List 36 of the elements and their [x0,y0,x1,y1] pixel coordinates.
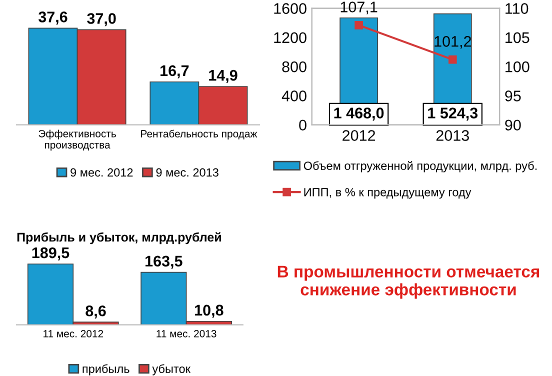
y2-tick-label: 110 [506,3,528,14]
chart-title: Прибыль и убыток, млрд.рублей [17,232,221,244]
data-label: 1 524,3 [428,108,478,121]
data-label: 37,6 [38,12,68,25]
data-label: 16,7 [160,65,189,78]
x-tick-label: 2013 [436,130,469,141]
data-label: 189,5 [32,247,70,260]
legend-label: 9 мес. 2012 [70,168,133,177]
data-label: 163,5 [146,256,182,269]
data-label: 101,2 [434,36,471,49]
legend-label: ИПП, в % к предыдущему году [304,188,472,199]
x-tick-label: 11 мес. 2012 [44,330,104,338]
data-label: 1 468,0 [334,108,384,121]
legend-label: прибыль [82,364,130,376]
y-tick-label: 800 [282,61,306,72]
data-label: 8,6 [86,305,106,319]
legend-label: Объем отгруженной продукции, млрд. руб. [304,161,537,172]
data-label: 107,1 [340,2,378,14]
y2-tick-label: 95 [505,90,521,102]
legend-label: 9 мес. 2013 [156,168,218,177]
x-tick-label: Эффективность производства [38,130,116,151]
x-tick-label: 2012 [342,130,376,141]
y2-tick-label: 105 [506,32,530,44]
y-tick-label: 400 [282,90,306,102]
data-label: 10,8 [195,304,224,318]
legend-label: убыток [152,364,191,376]
y-tick-label: 1200 [274,32,306,44]
data-label: 37,0 [87,13,116,26]
y2-tick-label: 100 [506,61,530,72]
y-tick-label: 1600 [274,3,306,14]
y2-tick-label: 90 [505,120,521,131]
y-tick-label: 0 [299,120,306,131]
data-label: 14,9 [209,70,238,83]
text: В промышленности отмечается снижение эффективности [278,266,540,299]
x-tick-label: 11 мес. 2013 [156,330,216,338]
x-tick-label: Рентабельность продаж [141,130,258,140]
